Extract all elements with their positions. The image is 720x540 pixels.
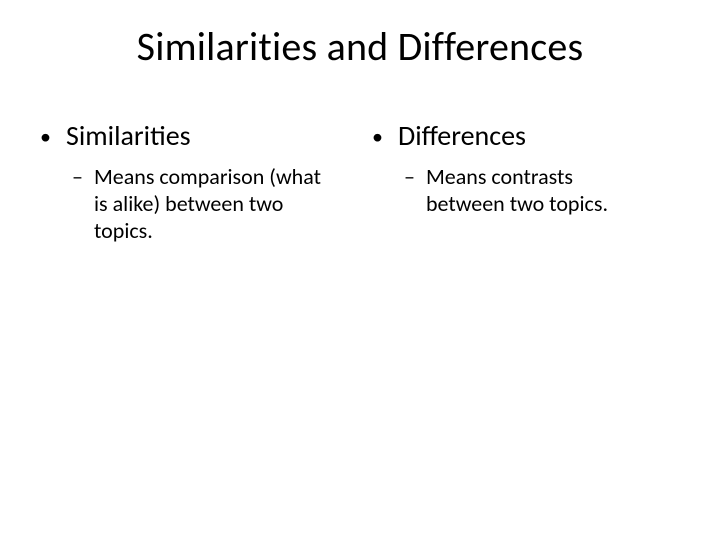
bullet-icon: • (372, 120, 398, 149)
sub-bullet-similarities: – Means comparison (what is alike) betwe… (72, 164, 348, 244)
slide: Similarities and Differences • Similarit… (0, 0, 720, 540)
sub-bullet-text: Means comparison (what is alike) between… (94, 164, 324, 244)
dash-icon: – (404, 164, 426, 191)
bullet-item-similarities: • Similarities (40, 120, 348, 152)
sub-bullet-text: Means contrasts between two topics. (426, 164, 656, 218)
sub-bullet-differences: – Means contrasts between two topics. (404, 164, 680, 218)
column-heading: Similarities (66, 120, 191, 152)
left-column: • Similarities – Means comparison (what … (40, 120, 348, 245)
dash-icon: – (72, 164, 94, 191)
column-heading: Differences (398, 120, 526, 152)
bullet-item-differences: • Differences (372, 120, 680, 152)
right-column: • Differences – Means contrasts between … (372, 120, 680, 245)
content-columns: • Similarities – Means comparison (what … (40, 120, 680, 245)
slide-title: Similarities and Differences (0, 22, 720, 71)
bullet-icon: • (40, 120, 66, 149)
